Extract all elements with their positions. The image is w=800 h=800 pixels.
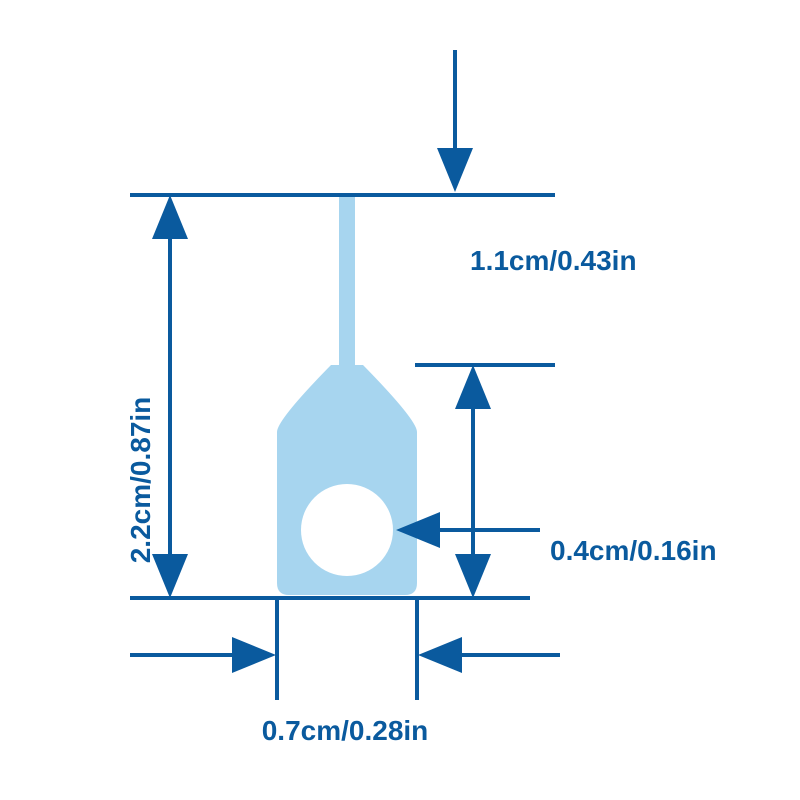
dimension-diagram: 2.2cm/0.87in 1.1cm/0.43in 0.4cm/0.16in 0… [0,0,800,800]
dim-body-width [130,637,560,673]
label-body-width: 0.7cm/0.28in [262,715,429,746]
label-pin-length: 1.1cm/0.43in [470,245,637,276]
dim-pin-length [455,365,491,598]
label-hole-diameter: 0.4cm/0.16in [550,535,717,566]
dim-hole-diameter [396,512,540,548]
arrow-top-pointer [437,50,473,192]
pin-hole [301,484,393,576]
dim-total-height [152,195,188,598]
dimension-labels: 2.2cm/0.87in 1.1cm/0.43in 0.4cm/0.16in 0… [125,245,717,746]
label-total-height: 2.2cm/0.87in [125,397,156,564]
sim-eject-pin [277,195,417,595]
